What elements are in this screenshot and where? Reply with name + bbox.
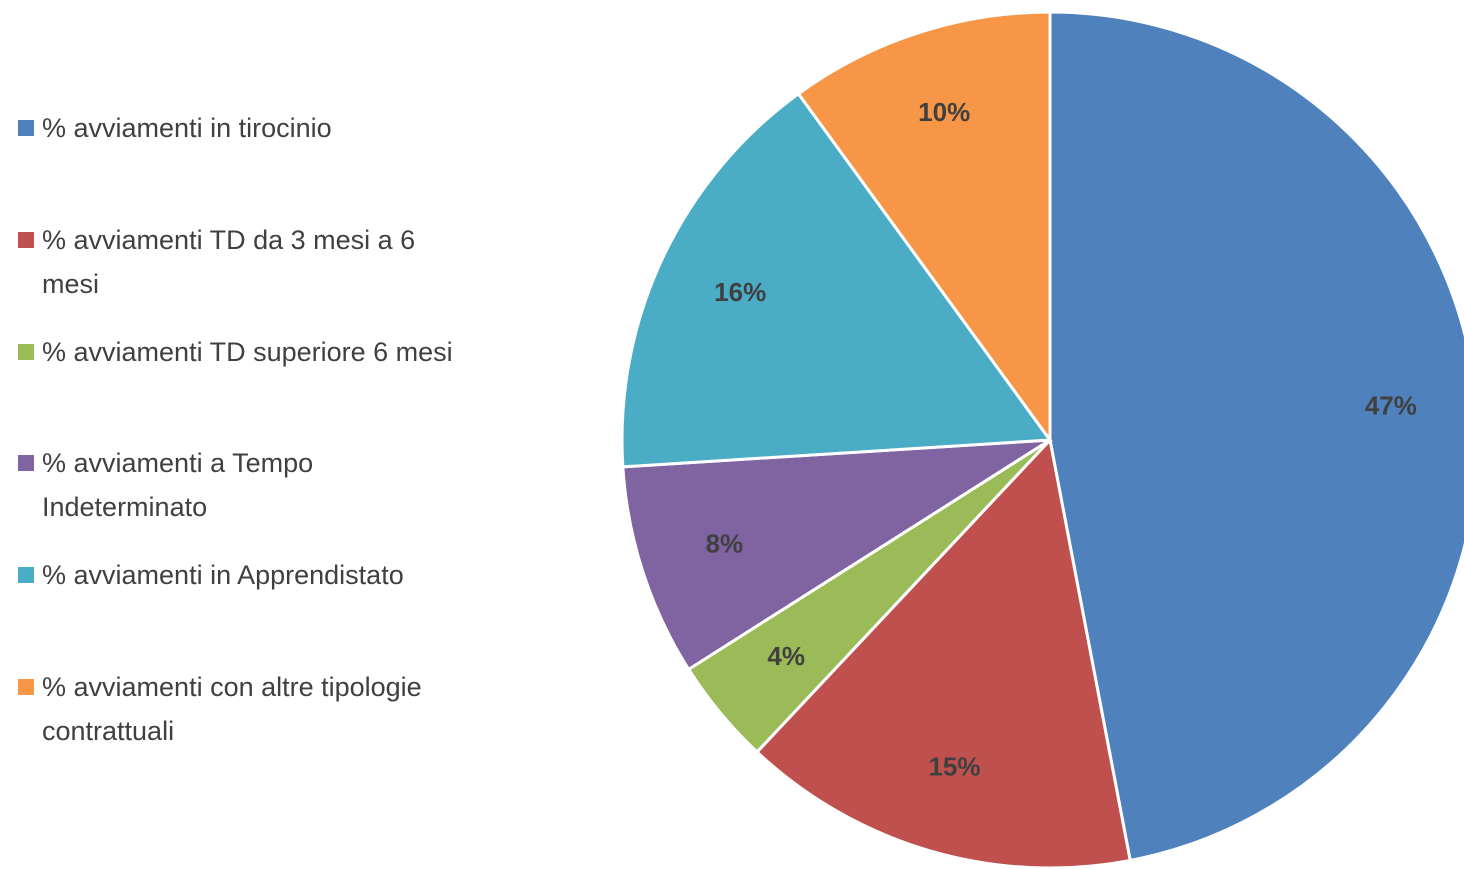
legend-item: % avviamenti in Apprendistato xyxy=(18,553,742,597)
legend-label: % avviamenti in Apprendistato xyxy=(42,560,404,590)
legend-swatch xyxy=(18,232,34,248)
legend-item: % avviamenti con altre tipologie contrat… xyxy=(18,665,512,753)
pie-slice xyxy=(620,91,1053,469)
data-label: 47% xyxy=(1365,391,1417,421)
legend-label: % avviamenti in tirocinio xyxy=(42,113,332,143)
pie-slice xyxy=(621,438,1051,672)
legend-swatch xyxy=(18,344,34,360)
legend-label: % avviamenti TD superiore 6 mesi xyxy=(42,337,453,367)
data-label: 4% xyxy=(767,641,805,671)
legend-item: % avviamenti in tirocinio xyxy=(18,106,742,150)
legend-item: % avviamenti TD superiore 6 mesi xyxy=(18,330,742,374)
legend-item: % avviamenti TD da 3 mesi a 6 mesi xyxy=(18,218,472,306)
legend-swatch xyxy=(18,567,34,583)
legend-item: % avviamenti a Tempo Indeterminato xyxy=(18,441,402,529)
legend-label: % avviamenti a Tempo Indeterminato xyxy=(42,448,314,522)
legend-label: % avviamenti TD da 3 mesi a 6 mesi xyxy=(42,225,416,299)
data-label: 15% xyxy=(928,752,980,782)
data-label: 8% xyxy=(706,529,744,559)
data-label: 16% xyxy=(714,277,766,307)
pie-slice xyxy=(754,436,1132,869)
pie-slice xyxy=(796,10,1052,445)
legend-swatch xyxy=(18,120,34,136)
data-label: 10% xyxy=(918,97,970,127)
legend-swatch xyxy=(18,679,34,695)
pie-slice xyxy=(1048,10,1464,863)
legend-label: % avviamenti con altre tipologie contrat… xyxy=(42,672,422,746)
legend-swatch xyxy=(18,455,34,471)
